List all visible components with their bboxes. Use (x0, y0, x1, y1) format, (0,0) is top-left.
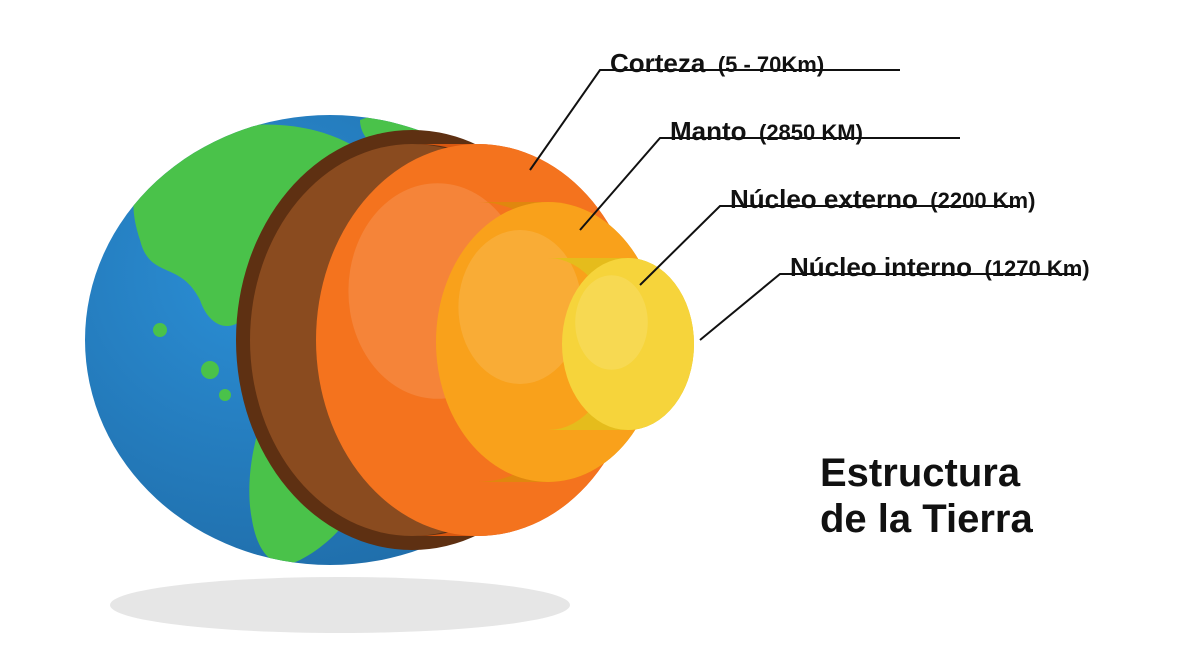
earth-structure-svg (0, 0, 1200, 660)
label-nucleo-interno: Núcleo interno (1270 Km) (790, 252, 1090, 283)
diagram-title-line2: de la Tierra (820, 496, 1033, 542)
label-nucleo-externo-name: Núcleo externo (730, 184, 918, 214)
label-corteza-detail: (5 - 70Km) (718, 52, 824, 77)
earth-layers-group (236, 130, 694, 550)
label-corteza: Corteza (5 - 70Km) (610, 48, 824, 79)
pointer-inner_core (700, 274, 1080, 340)
label-nucleo-externo-detail: (2200 Km) (930, 188, 1035, 213)
label-corteza-name: Corteza (610, 48, 705, 78)
label-manto: Manto (2850 KM) (670, 116, 863, 147)
label-nucleo-externo: Núcleo externo (2200 Km) (730, 184, 1035, 215)
label-manto-name: Manto (670, 116, 747, 146)
label-manto-detail: (2850 KM) (759, 120, 863, 145)
label-nucleo-interno-detail: (1270 Km) (984, 256, 1089, 281)
diagram-stage: Corteza (5 - 70Km) Manto (2850 KM) Núcle… (0, 0, 1200, 660)
diagram-title-line1: Estructura (820, 450, 1033, 496)
ground-shadow (110, 577, 570, 633)
diagram-title: Estructura de la Tierra (820, 450, 1033, 542)
label-nucleo-interno-name: Núcleo interno (790, 252, 972, 282)
